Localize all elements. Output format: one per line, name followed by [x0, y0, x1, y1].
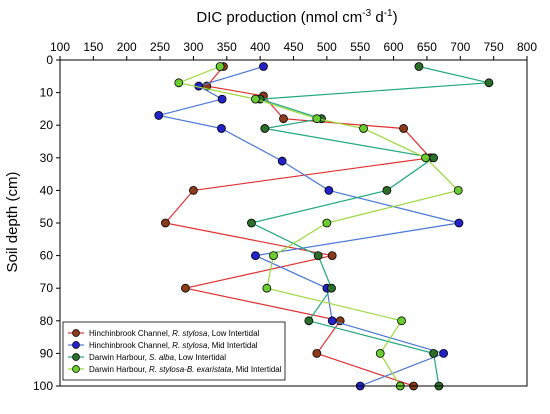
data-point: [181, 283, 190, 293]
data-point: [161, 218, 170, 228]
data-point: [421, 153, 430, 163]
y-tick-label: 100: [33, 379, 53, 393]
legend-item: Hinchinbrook Channel, R. stylosa, Mid In…: [68, 341, 258, 350]
data-point: [174, 78, 184, 88]
data-point: [454, 218, 464, 228]
legend-item: Hinchinbrook Channel, R. stylosa, Low In…: [68, 329, 260, 338]
data-point: [312, 348, 322, 358]
data-point: [382, 185, 392, 195]
x-tick-label: 750: [484, 40, 504, 54]
data-point: [313, 251, 323, 261]
data-point: [429, 348, 439, 358]
data-point: [359, 124, 368, 133]
y-tick-label: 90: [40, 346, 54, 360]
data-point: [484, 78, 494, 88]
x-axis: 100 150 200 250 300 350 400 450 500 550 600 650 700 7…: [50, 40, 537, 60]
data-point: [439, 348, 449, 358]
data-point: [375, 348, 385, 358]
data-point: [324, 185, 334, 195]
x-tick-label: 400: [250, 40, 270, 54]
y-tick-label: 30: [40, 151, 54, 165]
legend-label: Hinchinbrook Channel, R. stylosa, Low In…: [89, 329, 260, 338]
data-point: [217, 94, 227, 104]
data-point: [262, 283, 272, 293]
data-point: [399, 124, 408, 133]
x-tick-label: 500: [317, 40, 337, 54]
y-tick-label: 0: [46, 53, 53, 67]
y-axis-title: Soil depth (cm): [4, 172, 21, 273]
data-point: [269, 251, 278, 261]
data-point: [215, 62, 225, 71]
data-point: [312, 114, 322, 124]
data-point: [429, 153, 439, 163]
series-line: [249, 65, 490, 387]
x-tick-label: 250: [150, 40, 170, 54]
data-point: [251, 94, 260, 104]
legend-label: Darwin Harbour, S. alba, Low Intertidal: [89, 353, 226, 362]
data-point: [259, 62, 268, 71]
y-tick-label: 70: [40, 281, 54, 295]
x-tick-label: 100: [50, 40, 70, 54]
data-point: [304, 316, 314, 326]
x-tick-label: 350: [217, 40, 237, 54]
legend-marker: [72, 329, 80, 337]
legend-item: Darwin Harbour, S. alba, Low Intertidal: [68, 353, 226, 362]
x-tick-label: 800: [517, 40, 537, 54]
data-point: [327, 251, 337, 261]
data-point: [279, 114, 288, 124]
data-point: [217, 124, 226, 133]
y-tick-label: 10: [40, 86, 54, 100]
plot-series: [154, 62, 494, 391]
plot-frame: [59, 59, 528, 387]
legend-label: Hinchinbrook Channel, R. stylosa, Mid In…: [89, 341, 258, 350]
y-tick-label: 40: [40, 183, 54, 197]
series-2: [247, 62, 494, 391]
data-point: [414, 62, 424, 71]
x-tick-label: 650: [417, 40, 437, 54]
legend-marker: [72, 341, 80, 349]
x-tick-label: 600: [384, 40, 404, 54]
x-tick-label: 300: [183, 40, 203, 54]
data-point: [277, 156, 287, 166]
x-tick-label: 200: [117, 40, 137, 54]
x-tick-label: 150: [83, 40, 103, 54]
data-point: [322, 218, 332, 228]
data-point: [251, 251, 260, 261]
y-axis: 0 10 20 30 40 50 60 70 80 90 100: [33, 53, 60, 393]
data-point: [327, 316, 337, 326]
x-tick-label: 700: [450, 40, 470, 54]
data-point: [154, 111, 164, 120]
data-point: [260, 124, 270, 133]
legend-marker: [72, 353, 80, 361]
x-tick-label: 450: [283, 40, 303, 54]
series-3: [174, 62, 463, 391]
legend-box: [62, 321, 286, 381]
data-point: [397, 316, 406, 326]
legend-item: Darwin Harbour, R. stylosa-B. exaristata…: [68, 365, 282, 374]
y-tick-label: 80: [40, 314, 54, 328]
data-point: [327, 283, 336, 293]
y-tick-label: 50: [40, 216, 54, 230]
legend-label: Darwin Harbour, R. stylosa-B. exaristata…: [89, 365, 282, 374]
data-point: [189, 185, 198, 195]
x-tick-label: 550: [350, 40, 370, 54]
data-point: [453, 185, 463, 195]
y-tick-label: 20: [40, 118, 54, 132]
data-point: [247, 218, 256, 228]
x-axis-title: DIC production (nmol cm-3 d-1): [196, 8, 397, 26]
legend: Hinchinbrook Channel, R. stylosa, Low In…: [62, 321, 286, 381]
y-tick-label: 60: [40, 249, 54, 263]
legend-marker: [72, 365, 80, 373]
